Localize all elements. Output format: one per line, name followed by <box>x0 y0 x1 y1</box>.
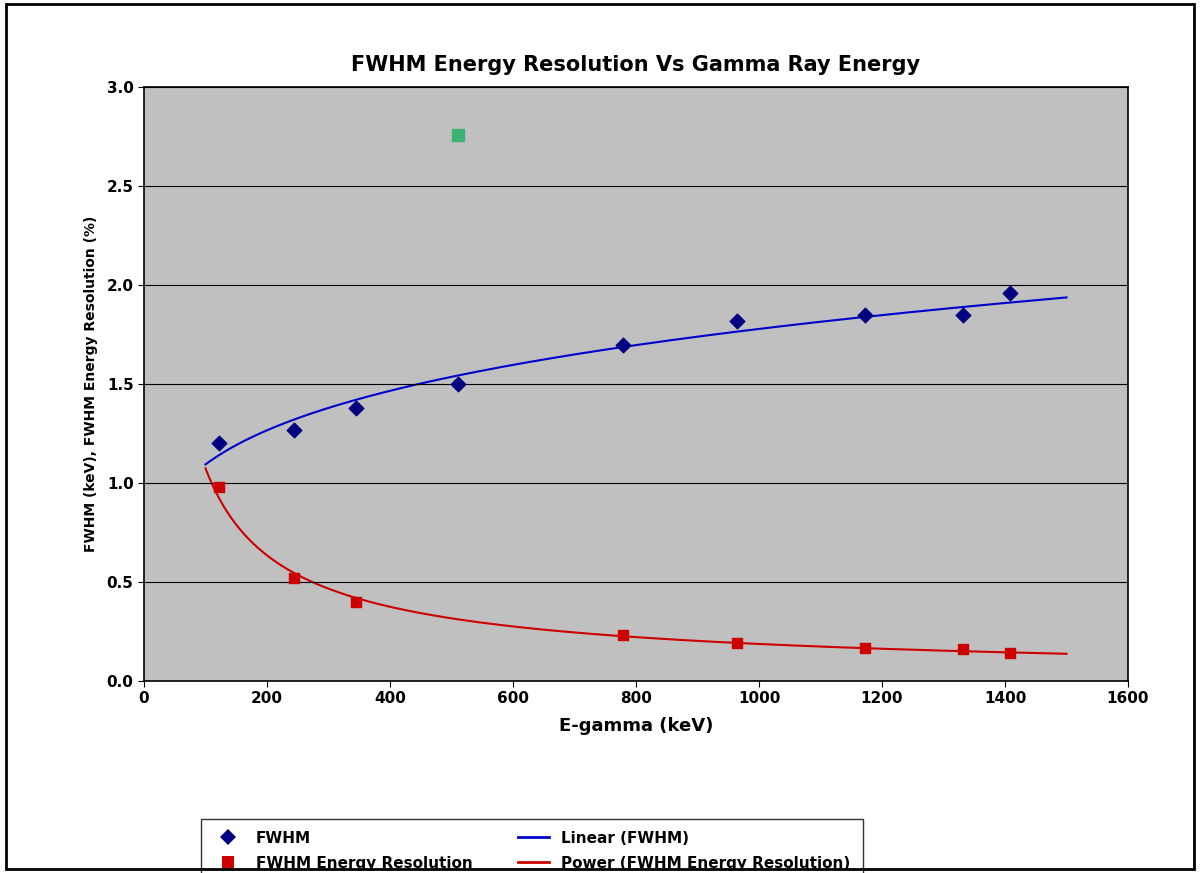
Point <box>210 436 229 450</box>
Point <box>856 642 875 656</box>
Point <box>210 480 229 494</box>
Title: FWHM Energy Resolution Vs Gamma Ray Energy: FWHM Energy Resolution Vs Gamma Ray Ener… <box>352 55 920 74</box>
Point <box>449 377 468 391</box>
Point <box>1001 646 1020 660</box>
Point <box>613 338 632 352</box>
Point <box>727 636 746 650</box>
Point <box>856 308 875 322</box>
Point <box>1001 286 1020 300</box>
X-axis label: E-gamma (keV): E-gamma (keV) <box>559 718 713 735</box>
Point <box>284 423 304 436</box>
Point <box>727 313 746 327</box>
Point <box>954 643 973 656</box>
Point <box>284 571 304 585</box>
Point <box>346 401 365 415</box>
Point <box>613 629 632 643</box>
Y-axis label: FWHM (keV), FWHM Energy Resolution (%): FWHM (keV), FWHM Energy Resolution (%) <box>84 216 98 553</box>
Point <box>449 127 468 141</box>
Point <box>954 308 973 322</box>
Legend: FWHM, FWHM Energy Resolution, Annihilation Photon, Linear (FWHM), Power (FWHM En: FWHM, FWHM Energy Resolution, Annihilati… <box>200 819 863 873</box>
Point <box>346 595 365 608</box>
